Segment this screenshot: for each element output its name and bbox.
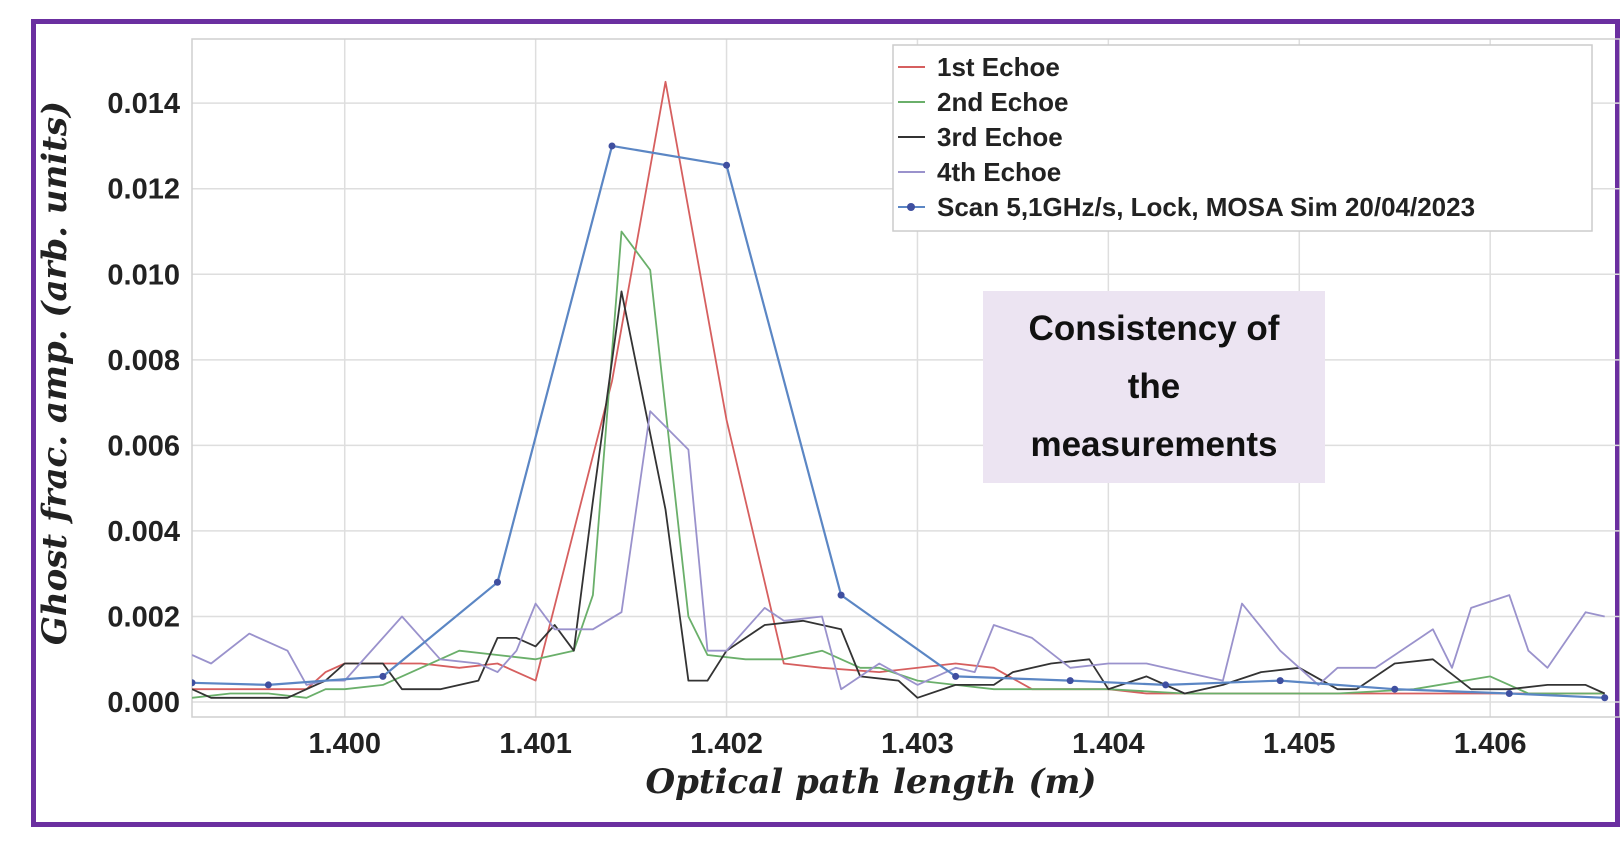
legend-label: 4th Echoe [937, 157, 1061, 187]
grid [192, 39, 1620, 717]
annotation-text: Consistency of the measurements [1028, 309, 1280, 464]
tick-labels: 1.400 1.401 1.402 1.403 1.404 1.405 1.406 0.000… [107, 88, 1526, 760]
data-point [264, 681, 272, 689]
data-point [1505, 689, 1513, 697]
data-point [1276, 677, 1284, 685]
legend-label: 3rd Echoe [937, 122, 1063, 152]
series-4 [192, 410, 1605, 691]
series-5 [192, 142, 1609, 702]
annotation-box: Consistency of the measurements [983, 291, 1325, 483]
x-tick-label: 1.404 [1072, 728, 1145, 760]
data-point [837, 591, 845, 599]
series-2 [192, 230, 1605, 699]
y-axis-label: Ghost frac. amp. (arb. units) [35, 101, 75, 645]
legend-label: Scan 5,1GHz/s, Lock, MOSA Sim 20/04/2023 [937, 192, 1475, 222]
plot-area [191, 38, 1620, 718]
data-point [952, 672, 960, 680]
x-tick-label: 1.400 [308, 728, 381, 760]
series-line [192, 290, 1606, 699]
data-point [723, 161, 731, 169]
data-point [192, 679, 196, 687]
series-line [192, 410, 1605, 691]
y-tick-label: 0.002 [107, 601, 180, 633]
data-point [1391, 685, 1399, 693]
legend-label: 2nd Echoe [937, 87, 1068, 117]
data-point [493, 578, 501, 586]
data-point [1162, 681, 1170, 689]
y-tick-label: 0.004 [107, 516, 180, 548]
legend-label: 1st Echoe [937, 52, 1060, 82]
series-line [192, 144, 1605, 699]
series-layer [192, 80, 1609, 702]
y-tick-label: 0.006 [107, 430, 180, 462]
x-tick-label: 1.401 [499, 728, 572, 760]
data-point [1066, 677, 1074, 685]
data-point [608, 142, 616, 150]
y-tick-label: 0.000 [107, 687, 180, 719]
data-point [379, 672, 387, 680]
y-tick-label: 0.008 [107, 345, 180, 377]
x-tick-label: 1.406 [1454, 728, 1527, 760]
x-tick-label: 1.405 [1263, 728, 1336, 760]
x-axis-label: Optical path length (m) [645, 762, 1096, 802]
y-tick-label: 0.010 [107, 259, 180, 291]
legend: 1st Echoe 2nd Echoe 3rd Echoe 4th Echoe Scan… [892, 44, 1593, 232]
legend-box [892, 44, 1593, 232]
x-tick-label: 1.403 [881, 728, 954, 760]
series-3 [192, 290, 1606, 699]
y-tick-label: 0.012 [107, 174, 180, 206]
data-point [1601, 694, 1609, 702]
series-line [192, 230, 1605, 699]
y-tick-label: 0.014 [107, 88, 180, 120]
legend-marker [907, 203, 915, 211]
x-tick-label: 1.402 [690, 728, 763, 760]
